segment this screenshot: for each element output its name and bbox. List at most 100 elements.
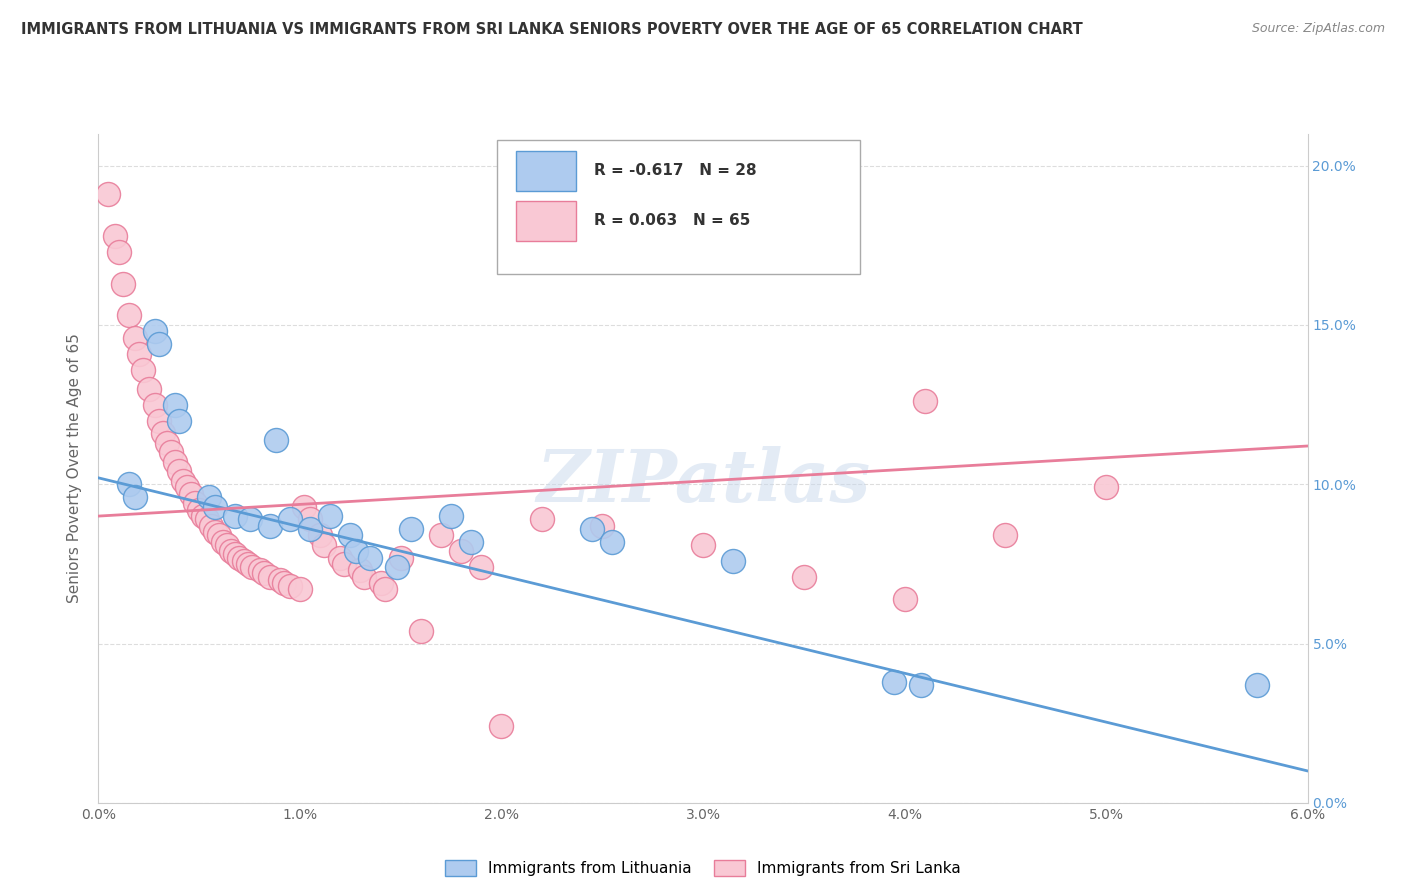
Point xyxy=(288,582,311,597)
Point xyxy=(292,500,315,514)
Y-axis label: Seniors Poverty Over the Age of 65: Seniors Poverty Over the Age of 65 xyxy=(67,334,83,603)
Point xyxy=(581,522,603,536)
Point xyxy=(204,500,226,514)
Point xyxy=(349,563,371,577)
Point xyxy=(460,534,482,549)
Text: ZIPatlas: ZIPatlas xyxy=(536,446,870,517)
Point xyxy=(273,576,295,591)
Point xyxy=(195,512,218,526)
Point xyxy=(224,547,246,561)
Point xyxy=(200,518,222,533)
Point xyxy=(259,569,281,583)
Point xyxy=(118,309,141,323)
Point xyxy=(430,528,453,542)
Point xyxy=(491,719,513,733)
Point xyxy=(278,579,301,593)
Point xyxy=(591,518,613,533)
Point xyxy=(409,624,432,638)
Point xyxy=(1095,480,1118,494)
Point xyxy=(883,674,905,689)
Point xyxy=(914,394,936,409)
Point xyxy=(221,544,243,558)
Point xyxy=(184,496,207,510)
Point xyxy=(148,337,170,351)
Text: IMMIGRANTS FROM LITHUANIA VS IMMIGRANTS FROM SRI LANKA SENIORS POVERTY OVER THE : IMMIGRANTS FROM LITHUANIA VS IMMIGRANTS … xyxy=(21,22,1083,37)
Point xyxy=(530,512,553,526)
Point xyxy=(167,413,190,427)
Legend: Immigrants from Lithuania, Immigrants from Sri Lanka: Immigrants from Lithuania, Immigrants fr… xyxy=(439,854,967,882)
Point xyxy=(389,550,412,565)
Point xyxy=(329,550,352,565)
Point xyxy=(994,528,1017,542)
Point xyxy=(910,678,932,692)
Text: Source: ZipAtlas.com: Source: ZipAtlas.com xyxy=(1251,22,1385,36)
Point xyxy=(259,518,281,533)
Point xyxy=(314,538,336,552)
Point xyxy=(204,524,226,539)
Point xyxy=(232,554,254,568)
Point xyxy=(107,244,129,259)
Point xyxy=(253,566,276,581)
Point xyxy=(128,346,150,360)
Point xyxy=(163,398,186,412)
Point xyxy=(236,557,259,571)
Point xyxy=(193,509,215,524)
Point xyxy=(224,509,246,524)
Point xyxy=(208,528,231,542)
Point xyxy=(156,435,179,450)
Point xyxy=(360,550,382,565)
Point xyxy=(198,490,221,504)
Point xyxy=(138,382,160,396)
Point xyxy=(723,554,745,568)
Point xyxy=(240,560,263,574)
Point xyxy=(370,576,392,591)
FancyBboxPatch shape xyxy=(498,141,860,275)
Point xyxy=(176,480,198,494)
Point xyxy=(180,487,202,501)
Point xyxy=(319,509,342,524)
Point xyxy=(333,557,356,571)
Point xyxy=(309,528,332,542)
Point xyxy=(143,324,166,338)
Point xyxy=(239,512,262,526)
Point xyxy=(893,591,915,606)
Point xyxy=(148,413,170,427)
Point xyxy=(118,477,141,491)
Point xyxy=(269,573,291,587)
Point xyxy=(111,277,134,291)
Point xyxy=(278,512,301,526)
Point xyxy=(299,512,322,526)
Point xyxy=(385,560,408,574)
Point xyxy=(602,534,624,549)
Point xyxy=(450,544,472,558)
Point xyxy=(124,331,146,345)
Point xyxy=(152,426,174,441)
Point xyxy=(793,569,815,583)
Point xyxy=(172,474,194,488)
Point xyxy=(228,550,250,565)
Point xyxy=(440,509,463,524)
Point xyxy=(188,502,211,516)
Point xyxy=(103,228,125,243)
Point xyxy=(132,362,155,376)
Point xyxy=(374,582,396,597)
Point xyxy=(97,187,120,202)
Point xyxy=(344,544,367,558)
Point xyxy=(124,490,146,504)
Point xyxy=(212,534,235,549)
Point xyxy=(160,445,183,459)
Point xyxy=(1246,678,1268,692)
Bar xyxy=(516,151,576,191)
Point xyxy=(167,465,190,479)
Point xyxy=(470,560,492,574)
Point xyxy=(264,433,287,447)
Point xyxy=(399,522,422,536)
Bar xyxy=(516,201,576,241)
Point xyxy=(143,398,166,412)
Point xyxy=(692,538,714,552)
Point xyxy=(339,528,361,542)
Text: R = -0.617   N = 28: R = -0.617 N = 28 xyxy=(595,163,756,178)
Point xyxy=(299,522,322,536)
Point xyxy=(217,538,239,552)
Point xyxy=(353,569,375,583)
